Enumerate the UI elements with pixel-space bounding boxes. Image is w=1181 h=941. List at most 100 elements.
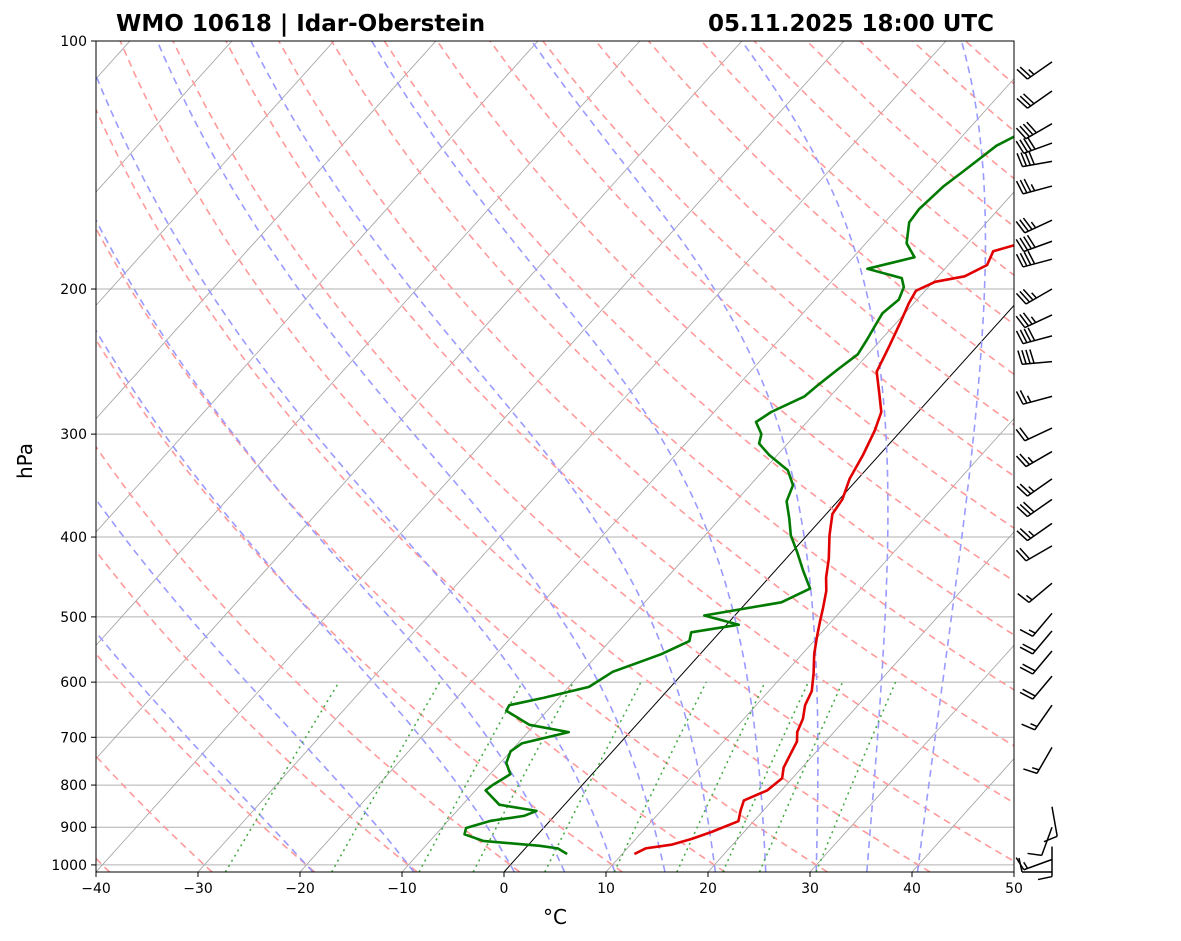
mixing-ratio-line: [676, 681, 766, 872]
y-axis-label: hPa: [13, 443, 37, 479]
barb-half-feather: [1027, 456, 1034, 464]
barb-feather: [1017, 593, 1030, 604]
barb-feather: [1015, 220, 1026, 234]
barb-staff: [1025, 450, 1053, 468]
wind-barb: [1021, 704, 1053, 731]
isotherm: [605, 418, 1014, 872]
barb-feather: [1019, 503, 1032, 515]
barb-staff: [1024, 314, 1053, 329]
barb-staff: [1032, 650, 1053, 675]
barb-staff: [1026, 498, 1053, 518]
barb-feather: [1019, 628, 1034, 637]
barb-feather: [1019, 66, 1032, 78]
barb-feather: [1021, 349, 1027, 365]
barb-half-feather: [1028, 486, 1035, 493]
x-tick-label: −10: [387, 881, 417, 897]
dry-adiabat: [330, 41, 1014, 691]
barb-feather: [1023, 251, 1032, 266]
barb-feather: [1015, 292, 1027, 305]
barb-staff: [1036, 746, 1053, 774]
wind-barb: [1016, 90, 1053, 109]
barb-half-feather: [1030, 316, 1037, 323]
barb-feather: [1019, 125, 1031, 138]
barb-feather: [1019, 139, 1029, 153]
isotherm: [96, 41, 539, 533]
temperature-profile: [633, 243, 1014, 856]
barb-feather: [1016, 97, 1028, 109]
barb-feather: [1027, 327, 1036, 341]
plot-frame: [95, 40, 1015, 873]
barb-feather: [1027, 250, 1036, 265]
barb-feather: [1016, 530, 1028, 542]
x-axis-label: °C: [543, 905, 567, 929]
barb-staff: [1023, 858, 1053, 871]
wind-barb: [1016, 478, 1053, 497]
wind-barb: [1015, 178, 1053, 195]
barb-feather: [1022, 288, 1034, 301]
barb-feather: [1019, 329, 1028, 343]
barb-half-feather: [1030, 184, 1036, 192]
moist-adiabat: [916, 41, 987, 872]
wind-barb: [1019, 630, 1053, 655]
wind-barb: [1017, 349, 1053, 366]
dry-adiabat: [1124, 41, 1181, 872]
wind-barb: [1023, 746, 1053, 775]
y-axis-ticks: 1000 900 800 700 600 500 400 300 200 100: [51, 34, 96, 874]
barb-staff: [1026, 61, 1053, 80]
x-tick-label: 30: [801, 881, 819, 897]
barb-half-feather: [1026, 395, 1032, 403]
moist-adiabat: [371, 41, 767, 872]
wind-barb: [1015, 288, 1053, 305]
x-tick-label: −40: [81, 881, 111, 897]
mixing-ratio-line: [815, 681, 897, 872]
barb-feather: [1029, 349, 1035, 364]
barb-feather: [1015, 428, 1026, 442]
barb-half-feather: [1028, 69, 1035, 76]
barb-feather: [1037, 875, 1053, 881]
barb-feather: [1025, 349, 1031, 364]
barb-staff: [1028, 582, 1053, 604]
barb-staff: [1023, 240, 1053, 253]
x-tick-label: −30: [183, 881, 213, 897]
isotherm: [503, 304, 1014, 872]
barb-staff: [1022, 395, 1053, 405]
y-tick-label: 400: [60, 530, 87, 546]
mixing-ratio-line: [613, 681, 707, 872]
wind-barb: [1015, 427, 1053, 442]
barb-feather: [1017, 350, 1023, 365]
barb-half-feather: [1028, 530, 1035, 537]
barb-feather: [1022, 688, 1036, 697]
isotherm: [96, 41, 743, 760]
wind-barb: [1015, 857, 1053, 871]
x-tick-label: 40: [903, 881, 921, 897]
barb-feather: [1022, 217, 1033, 230]
barb-feather: [1015, 253, 1024, 268]
wind-barb: [1015, 250, 1053, 268]
dry-adiabat: [96, 652, 316, 872]
barb-feather: [1019, 691, 1034, 700]
barb-half-feather: [1031, 292, 1037, 299]
barb-staff: [1026, 478, 1053, 497]
y-tick-label: 200: [60, 282, 87, 298]
isotherm: [96, 41, 335, 306]
barb-staff: [1032, 675, 1053, 700]
barb-half-feather: [1028, 629, 1036, 634]
wind-barb: [1015, 450, 1053, 468]
barb-feather: [1019, 219, 1030, 232]
x-tick-label: 10: [597, 881, 615, 897]
barb-staff: [1022, 335, 1053, 345]
wind-barb: [1043, 806, 1058, 843]
barb-feather: [1019, 646, 1034, 655]
barb-feather: [1015, 857, 1025, 871]
dry-adiabat: [96, 107, 828, 872]
barb-feather: [1027, 852, 1042, 857]
dry-adiabat: [1071, 41, 1181, 872]
dry-adiabat: [225, 41, 1014, 804]
barb-half-feather: [1031, 766, 1040, 771]
barb-feather: [1015, 238, 1025, 252]
moist-adiabat: [96, 630, 314, 872]
barb-staff: [1023, 142, 1053, 155]
wind-barb: [1027, 826, 1053, 857]
y-tick-label: 1000: [51, 858, 87, 874]
